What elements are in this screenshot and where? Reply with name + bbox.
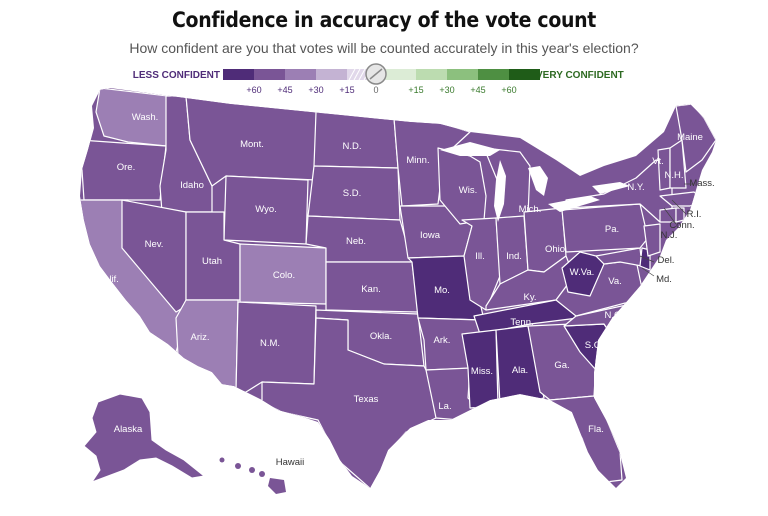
state-label: Wash.	[132, 112, 159, 123]
legend-tick-label: +60	[246, 85, 261, 95]
legend-ticks: +60 +45 +30 +15 0 +15 +30 +45 +60	[246, 85, 516, 95]
legend-swatch-more	[447, 69, 478, 80]
legend-tick-label: +15	[408, 85, 423, 95]
state-label: R.I.	[687, 209, 702, 220]
state-label: Iowa	[420, 230, 441, 241]
legend-more-label: VERY CONFIDENT	[536, 70, 624, 81]
legend-less-label: LESS CONFIDENT	[133, 70, 220, 81]
state-label: N.D.	[343, 141, 362, 152]
state-label: S.C.	[585, 340, 603, 351]
state-label: Ill.	[475, 251, 485, 262]
great-lakes	[440, 142, 630, 222]
legend-swatch-more	[478, 69, 509, 80]
state-label: Calif.	[97, 274, 119, 285]
state-label: Mass.	[689, 178, 714, 189]
state-nh	[669, 139, 687, 189]
state-label: Fla.	[588, 424, 604, 435]
state-alaska	[83, 393, 206, 484]
state-label: Texas	[354, 394, 379, 405]
state-label: Conn.	[669, 220, 694, 231]
legend-hatch	[358, 68, 366, 81]
state-label: Colo.	[273, 270, 295, 281]
leader-lines	[639, 183, 694, 277]
legend-tick-label: +15	[339, 85, 354, 95]
state-label: N.M.	[260, 338, 280, 349]
state-label: Ohio	[545, 244, 565, 255]
state-label: W.Va.	[570, 267, 595, 278]
state-label: Minn.	[406, 155, 429, 166]
state-label: Maine	[677, 132, 703, 143]
state-label: Neb.	[346, 236, 366, 247]
state-vt	[657, 147, 671, 191]
state-label: Pa.	[605, 224, 619, 235]
state-label: N.J.	[661, 230, 678, 241]
legend-zero-knob	[365, 63, 387, 85]
state-ky	[485, 255, 575, 311]
legend-hatch	[348, 68, 356, 81]
state-label: Mich.	[519, 204, 542, 215]
chart-subtitle: How confident are you that votes will be…	[129, 40, 639, 56]
state-label: Idaho	[180, 180, 204, 191]
state-label: N.C.	[605, 310, 624, 321]
legend-tick-label: +30	[308, 85, 323, 95]
state-label: N.Y.	[627, 182, 644, 193]
state-label: Okla.	[370, 331, 392, 342]
legend-swatch-more	[509, 69, 540, 80]
legend-tick-label: +45	[277, 85, 292, 95]
state-label: Va.	[608, 276, 622, 287]
state-label: Wyo.	[255, 204, 277, 215]
state-label: Vt.	[652, 156, 664, 167]
state-label: La.	[438, 401, 451, 412]
state-ariz	[175, 299, 239, 393]
state-label: Wis.	[459, 185, 477, 196]
state-label: Tenn.	[510, 317, 533, 328]
state-label: Alaska	[114, 424, 143, 435]
state-nd	[313, 111, 399, 169]
state-label: S.D.	[343, 188, 361, 199]
state-label: Ariz.	[191, 332, 210, 343]
state-label: Ore.	[117, 162, 135, 173]
state-label: Ala.	[512, 365, 528, 376]
legend-tick-label: +60	[501, 85, 516, 95]
legend: LESS CONFIDENT VERY CONFIDENT +60 +45 +30 +…	[133, 63, 624, 95]
legend-hatch	[353, 68, 361, 81]
state-wis	[437, 147, 487, 225]
legend-swatch-less	[316, 69, 347, 80]
legend-swatch-more	[385, 69, 416, 80]
state-label: Hawaii	[276, 457, 305, 468]
state-label: Ga.	[554, 360, 569, 371]
state-label: Mont.	[240, 139, 264, 150]
state-md	[595, 247, 643, 267]
state-label: Kan.	[361, 284, 381, 295]
state-labels: Wash. Ore. Calif. Idaho Nev. Mont. Wyo. Utah Ari…	[97, 112, 715, 468]
state-label: Ark.	[434, 335, 451, 346]
state-label: Mo.	[434, 285, 450, 296]
state-label: Ind.	[506, 251, 522, 262]
legend-swatch-less	[254, 69, 285, 80]
legend-swatch-less	[285, 69, 316, 80]
state-label: Del.	[658, 255, 675, 266]
state-label: Nev.	[145, 239, 164, 250]
state-label: Miss.	[471, 366, 493, 377]
legend-swatch-less	[223, 69, 254, 80]
state-fla	[499, 395, 623, 483]
state-label: Ky.	[523, 292, 536, 303]
state-hawaii	[219, 457, 286, 494]
state-label: N.H.	[665, 170, 684, 181]
legend-tick-label: +30	[439, 85, 454, 95]
chart-title: Confidence in accuracy of the vote count	[171, 8, 597, 32]
legend-swatch-more	[416, 69, 447, 80]
legend-tick-label: 0	[373, 85, 378, 95]
state-label: Utah	[202, 256, 222, 267]
state-nj	[643, 223, 661, 257]
state-label: Md.	[656, 274, 672, 285]
legend-tick-label: +45	[470, 85, 485, 95]
state-ore	[80, 139, 167, 201]
